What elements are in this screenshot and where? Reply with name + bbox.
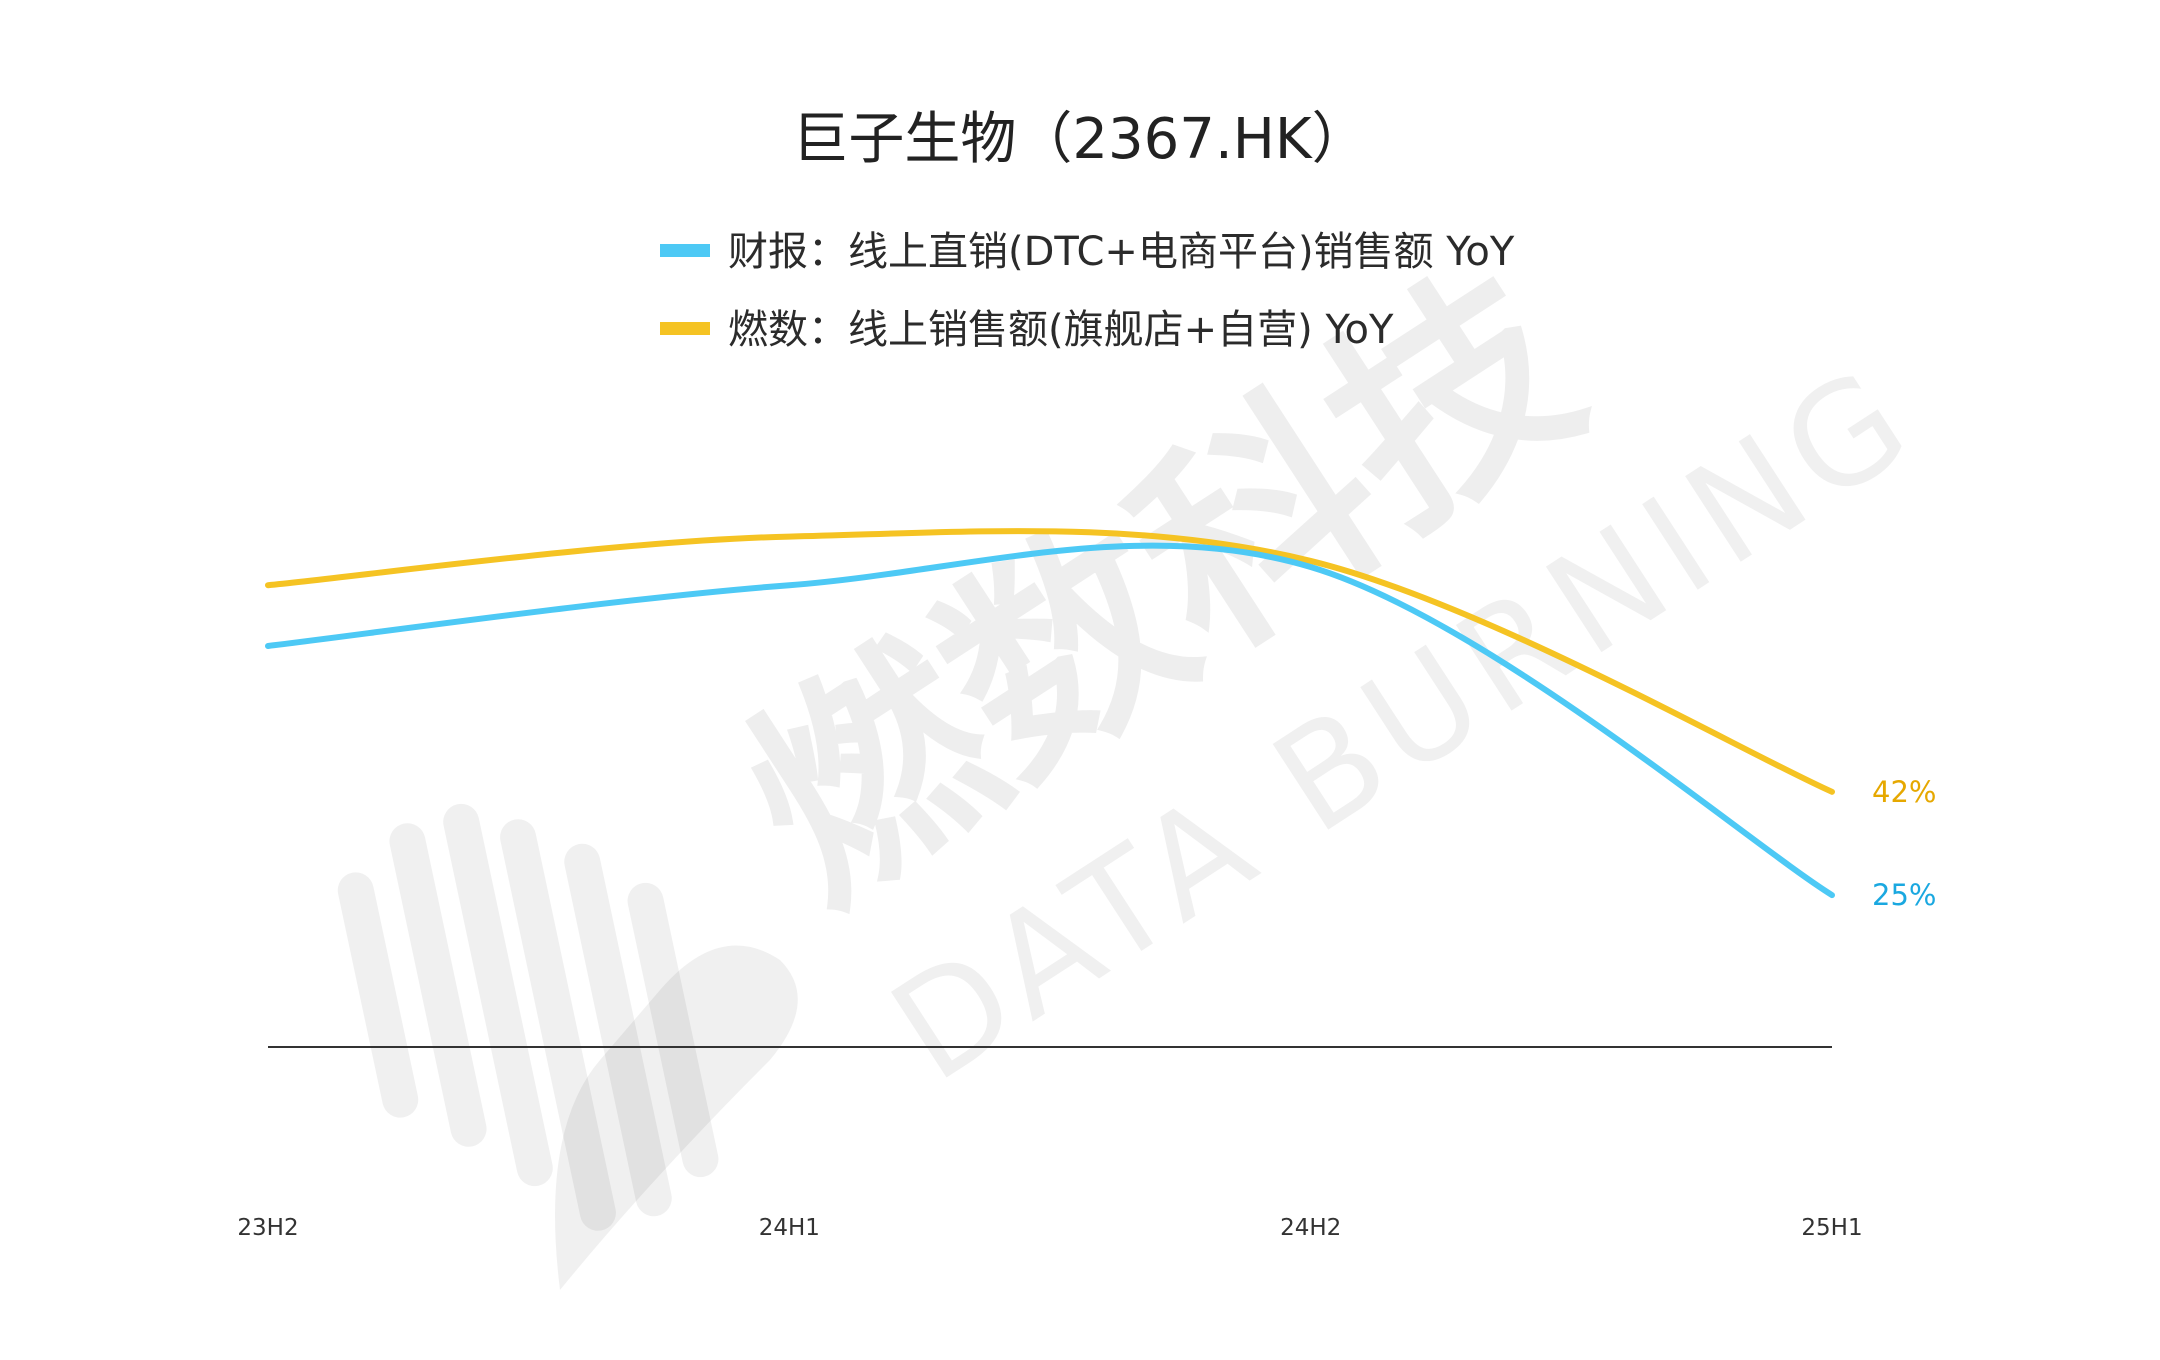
end-label-online-direct: 25%: [1872, 878, 1936, 912]
legend-swatch-online-sales: [660, 322, 710, 335]
legend-label-online-direct: 财报：线上直销(DTC+电商平台)销售额 YoY: [728, 229, 1515, 275]
legend-label-online-sales: 燃数：线上销售额(旗舰店+自营) YoY: [728, 307, 1394, 353]
legend-swatch-online-direct: [660, 244, 710, 257]
legend: 财报：线上直销(DTC+电商平台)销售额 YoY 燃数：线上销售额(旗舰店+自营…: [660, 229, 1515, 353]
x-tick-label: 23H2: [237, 1215, 298, 1241]
x-tick-label: 24H2: [1280, 1215, 1341, 1241]
watermark: 燃数科技 DATA BURNING: [337, 226, 1943, 1290]
x-tick-label: 25H1: [1801, 1215, 1862, 1241]
x-axis-ticks: 23H2 24H1 24H2 25H1: [237, 1215, 1862, 1241]
series-layer: [265, 528, 1835, 899]
series-line-online-sales: [265, 528, 1835, 795]
watermark-logo-icon: [337, 803, 798, 1290]
end-label-online-sales: 42%: [1872, 775, 1936, 809]
x-tick-label: 24H1: [759, 1215, 820, 1241]
chart-title: 巨子生物（2367.HK）: [792, 107, 1367, 172]
series-line-online-direct: [265, 542, 1835, 899]
